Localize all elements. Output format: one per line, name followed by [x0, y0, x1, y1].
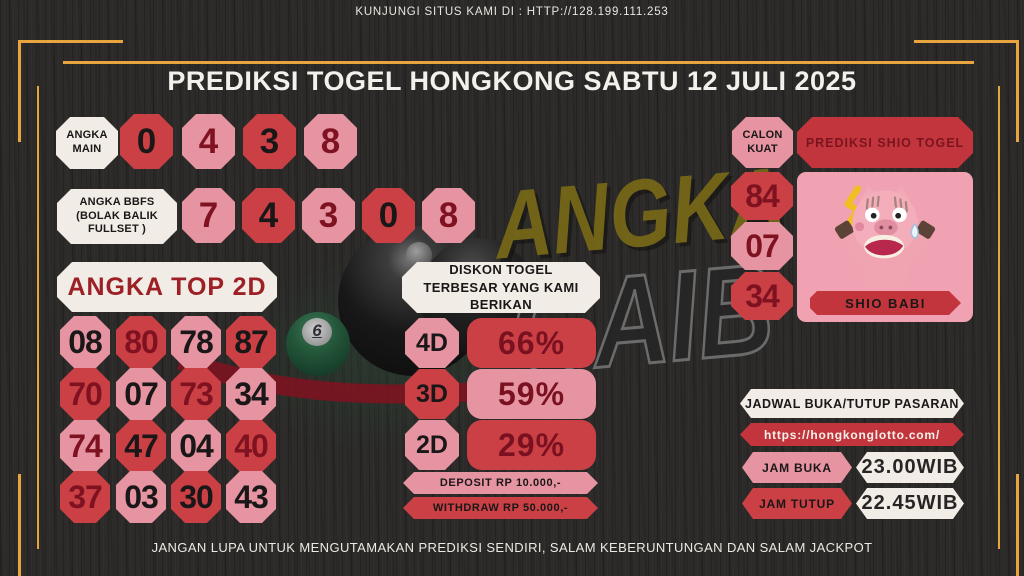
- angka-main-digit: 4: [182, 114, 235, 169]
- open-time-value: 23.00WIB: [856, 452, 964, 483]
- angka-main-digit: 0: [120, 114, 173, 169]
- close-time-label: JAM TUTUP: [742, 488, 852, 519]
- top2d-cell: 80: [116, 316, 166, 368]
- angka-main-digit: 8: [304, 114, 357, 169]
- diskon-4d-label: 4D: [405, 318, 459, 368]
- top2d-cell: 87: [226, 316, 276, 368]
- top2d-cell: 78: [171, 316, 221, 368]
- angka-main-label: ANGKA MAIN: [56, 117, 118, 169]
- top2d-cell: 73: [171, 368, 221, 420]
- frame-bottom-right-v: [1016, 474, 1019, 576]
- visit-site-url[interactable]: KUNJUNGI SITUS KAMI DI : HTTP://128.199.…: [355, 6, 669, 18]
- frame-top-right-v: [1016, 40, 1019, 142]
- withdraw-banner: WITHDRAW RP 50.000,-: [403, 497, 598, 519]
- diskon-header: DISKON TOGEL TERBESAR YANG KAMI BERIKAN: [402, 262, 600, 313]
- top2d-cell: 04: [171, 420, 221, 472]
- calon-kuat-number: 34: [731, 272, 793, 320]
- jadwal-header: JADWAL BUKA/TUTUP PASARAN: [740, 389, 964, 418]
- angka-bbfs-digit: 7: [182, 188, 235, 243]
- frame-top-right-h: [914, 40, 1019, 43]
- frame-title-line: [63, 61, 974, 64]
- market-url-banner[interactable]: https://hongkonglotto.com/: [740, 423, 964, 446]
- angka-top-2d-header: ANGKA TOP 2D: [57, 262, 277, 312]
- frame-inner-left-v: [37, 86, 39, 549]
- angka-bbfs-digit: 8: [422, 188, 475, 243]
- top2d-cell: 34: [226, 368, 276, 420]
- angka-bbfs-digit: 4: [242, 188, 295, 243]
- angka-bbfs-label: ANGKA BBFS (BOLAK BALIK FULLSET ): [57, 189, 177, 244]
- diskon-4d-percent: 66%: [467, 318, 596, 368]
- diskon-2d-percent: 29%: [467, 420, 596, 470]
- calon-kuat-number: 84: [731, 172, 793, 220]
- pig-illustration: [834, 184, 936, 289]
- frame-top-left-v: [18, 40, 21, 142]
- deposit-banner: DEPOSIT RP 10.000,-: [403, 472, 598, 494]
- frame-bottom-left-v: [18, 474, 21, 576]
- angka-main-digit: 3: [243, 114, 296, 169]
- diskon-3d-label: 3D: [405, 369, 459, 419]
- shio-name-banner: SHIO BABI: [810, 291, 961, 315]
- diskon-2d-label: 2D: [405, 420, 459, 470]
- diskon-3d-percent: 59%: [467, 369, 596, 419]
- top2d-cell: 74: [60, 420, 110, 472]
- billiard-ball-6-cap: [302, 318, 332, 346]
- top2d-cell: 40: [226, 420, 276, 472]
- shio-header: PREDIKSI SHIO TOGEL: [797, 117, 973, 168]
- page-title: PREDIKSI TOGEL HONGKONG SABTU 12 JULI 20…: [167, 66, 857, 96]
- top2d-cell: 47: [116, 420, 166, 472]
- top2d-cell: 07: [116, 368, 166, 420]
- open-time-label: JAM BUKA: [742, 452, 852, 483]
- top2d-cell: 30: [171, 471, 221, 523]
- footer-message: JANGAN LUPA UNTUK MENGUTAMAKAN PREDIKSI …: [151, 540, 873, 555]
- angka-bbfs-digit: 0: [362, 188, 415, 243]
- top2d-cell: 43: [226, 471, 276, 523]
- angka-bbfs-digit: 3: [302, 188, 355, 243]
- top2d-cell: 70: [60, 368, 110, 420]
- frame-inner-right-v: [998, 86, 1000, 549]
- billiard-ball-6-number: 6: [312, 321, 322, 340]
- shio-panel: SHIO BABI: [797, 172, 973, 322]
- top2d-cell: 03: [116, 471, 166, 523]
- close-time-value: 22.45WIB: [856, 488, 964, 519]
- frame-top-left-h: [18, 40, 123, 43]
- calon-kuat-number: 07: [731, 222, 793, 270]
- top2d-cell: 37: [60, 471, 110, 523]
- top2d-cell: 08: [60, 316, 110, 368]
- calon-kuat-label: CALON KUAT: [732, 117, 793, 168]
